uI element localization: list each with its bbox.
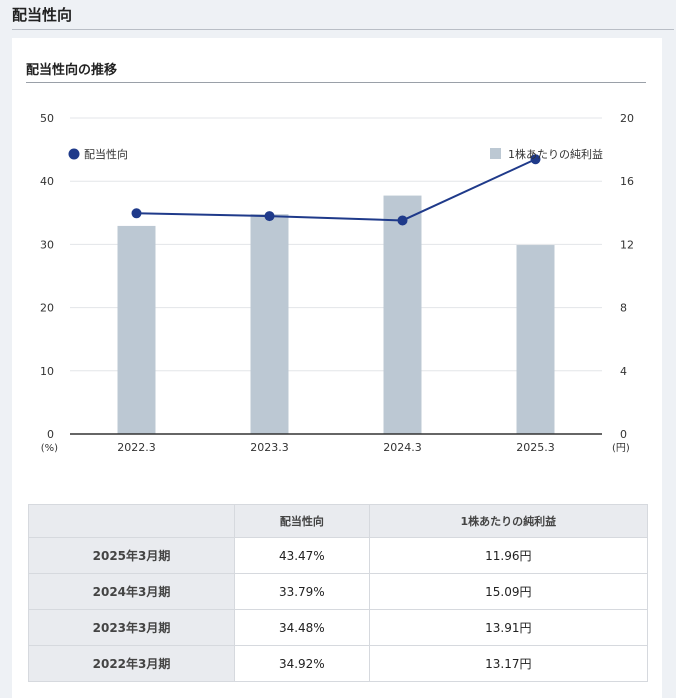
y-left-unit: (%) — [41, 443, 58, 454]
legend-label-payout: 配当性向 — [84, 147, 128, 161]
point-payout-ratio — [530, 154, 541, 165]
point-payout-ratio — [131, 208, 142, 219]
row-eps: 13.17円 — [368, 645, 649, 682]
row-period: 2024年3月期 — [28, 573, 235, 610]
row-period: 2022年3月期 — [28, 645, 235, 682]
y-right-tick-label: 16 — [620, 175, 634, 188]
legend-marker-eps — [490, 148, 501, 159]
row-eps: 11.96円 — [368, 537, 649, 574]
y-right-unit: (円) — [612, 443, 630, 454]
table-row: 2025年3月期 43.47% 11.96円 — [28, 537, 649, 574]
row-payout: 34.48% — [234, 609, 370, 646]
legend-marker-payout — [68, 148, 80, 160]
y-left-tick-label: 0 — [47, 428, 54, 441]
page-header: 配当性向 — [12, 0, 674, 30]
y-left-tick-label: 40 — [40, 175, 54, 188]
data-table: 配当性向 1株あたりの純利益 2025年3月期 43.47% 11.96円 20… — [28, 504, 649, 682]
row-payout: 43.47% — [234, 537, 370, 574]
y-right-tick-label: 20 — [620, 112, 634, 125]
x-tick-label: 2025.3 — [516, 441, 555, 454]
row-period: 2023年3月期 — [28, 609, 235, 646]
bar-eps — [250, 214, 289, 434]
y-right-tick-label: 8 — [620, 302, 627, 315]
section-title: 配当性向の推移 — [26, 62, 646, 83]
x-tick-label: 2023.3 — [250, 441, 289, 454]
y-right-tick-label: 4 — [620, 365, 627, 378]
legend-label-eps: 1株あたりの純利益 — [508, 147, 603, 161]
table-row: 2024年3月期 33.79% 15.09円 — [28, 573, 649, 610]
table-row: 2023年3月期 34.48% 13.91円 — [28, 609, 649, 646]
point-payout-ratio — [264, 211, 275, 222]
y-left-tick-label: 50 — [40, 112, 54, 125]
row-eps: 15.09円 — [368, 573, 649, 610]
content-card: 配当性向の推移 0 10 20 30 40 50 0 4 8 12 16 20 (%) (円) 2022.3… — [12, 38, 662, 698]
y-left-tick-label: 10 — [40, 365, 54, 378]
y-right-tick-label: 12 — [620, 238, 634, 251]
bar-eps — [516, 245, 555, 434]
point-payout-ratio — [397, 215, 408, 226]
x-tick-label: 2022.3 — [117, 441, 156, 454]
bar-eps — [117, 225, 156, 434]
table-header-payout: 配当性向 — [234, 504, 370, 538]
bar-eps — [383, 195, 422, 434]
row-period: 2025年3月期 — [28, 537, 235, 574]
row-payout: 34.92% — [234, 645, 370, 682]
y-right-tick-label: 0 — [620, 428, 627, 441]
y-left-tick-label: 20 — [40, 302, 54, 315]
line-payout-ratio — [136, 158, 536, 222]
table-header-row: 配当性向 1株あたりの純利益 — [28, 504, 649, 538]
table-header-eps: 1株あたりの純利益 — [368, 504, 649, 538]
y-left-tick-label: 30 — [40, 238, 54, 251]
row-eps: 13.91円 — [368, 609, 649, 646]
x-tick-label: 2024.3 — [383, 441, 422, 454]
payout-ratio-chart: 0 10 20 30 40 50 0 4 8 12 16 20 (%) (円) 2022.3 2023.3 20… — [40, 112, 634, 454]
page-title: 配当性向 — [12, 6, 73, 24]
row-payout: 33.79% — [234, 573, 370, 610]
table-header-blank — [28, 504, 235, 538]
table-row: 2022年3月期 34.92% 13.17円 — [28, 645, 649, 682]
